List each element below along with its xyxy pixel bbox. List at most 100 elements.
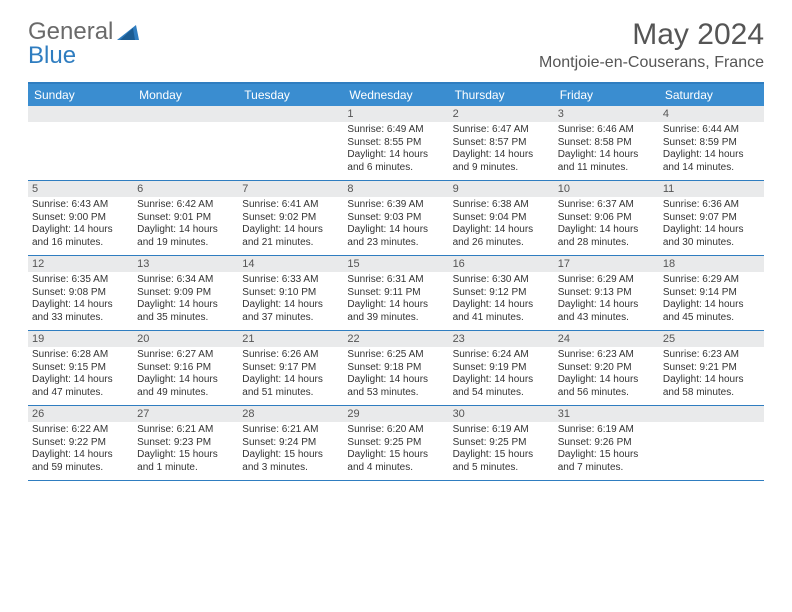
- sunset-text: Sunset: 9:10 PM: [242, 287, 339, 300]
- day-details: Sunrise: 6:38 AMSunset: 9:04 PMDaylight:…: [449, 197, 554, 255]
- day-details: Sunrise: 6:35 AMSunset: 9:08 PMDaylight:…: [28, 272, 133, 330]
- day-details: Sunrise: 6:44 AMSunset: 8:59 PMDaylight:…: [659, 122, 764, 180]
- daylight-text: Daylight: 14 hours and 56 minutes.: [558, 374, 655, 399]
- day-header: Tuesday: [238, 84, 343, 106]
- sunrise-text: Sunrise: 6:25 AM: [347, 349, 444, 362]
- day-details: Sunrise: 6:23 AMSunset: 9:20 PMDaylight:…: [554, 347, 659, 405]
- sunrise-text: Sunrise: 6:21 AM: [242, 424, 339, 437]
- sunrise-text: Sunrise: 6:46 AM: [558, 124, 655, 137]
- daylight-text: Daylight: 14 hours and 6 minutes.: [347, 149, 444, 174]
- day-cell: 13Sunrise: 6:34 AMSunset: 9:09 PMDayligh…: [133, 256, 238, 330]
- sunrise-text: Sunrise: 6:44 AM: [663, 124, 760, 137]
- sunrise-text: Sunrise: 6:28 AM: [32, 349, 129, 362]
- day-number: 3: [554, 106, 659, 122]
- day-cell: 17Sunrise: 6:29 AMSunset: 9:13 PMDayligh…: [554, 256, 659, 330]
- daylight-text: Daylight: 15 hours and 4 minutes.: [347, 449, 444, 474]
- day-number: 6: [133, 181, 238, 197]
- day-cell: 11 Sunrise: 6:36 AMSunset: 9:07 PMDayligh…: [659, 181, 764, 255]
- day-details: Sunrise: 6:30 AMSunset: 9:12 PMDaylight:…: [449, 272, 554, 330]
- month-title: May 2024: [539, 18, 764, 52]
- sunrise-text: Sunrise: 6:47 AM: [453, 124, 550, 137]
- sunset-text: Sunset: 9:04 PM: [453, 212, 550, 225]
- sunset-text: Sunset: 9:09 PM: [137, 287, 234, 300]
- sunset-text: Sunset: 9:01 PM: [137, 212, 234, 225]
- sunset-text: Sunset: 9:07 PM: [663, 212, 760, 225]
- day-cell: 25Sunrise: 6:23 AMSunset: 9:21 PMDayligh…: [659, 331, 764, 405]
- day-cell: 29Sunrise: 6:20 AMSunset: 9:25 PMDayligh…: [343, 406, 448, 480]
- location: Montjoie-en-Couserans, France: [539, 54, 764, 72]
- daylight-text: Daylight: 15 hours and 5 minutes.: [453, 449, 550, 474]
- day-details: Sunrise: 6:29 AMSunset: 9:13 PMDaylight:…: [554, 272, 659, 330]
- week-row: 26Sunrise: 6:22 AMSunset: 9:22 PMDayligh…: [28, 406, 764, 481]
- daylight-text: Daylight: 15 hours and 7 minutes.: [558, 449, 655, 474]
- daylight-text: Daylight: 14 hours and 30 minutes.: [663, 224, 760, 249]
- title-block: May 2024 Montjoie-en-Couserans, France: [539, 18, 764, 72]
- daylight-text: Daylight: 14 hours and 37 minutes.: [242, 299, 339, 324]
- day-number: 17: [554, 256, 659, 272]
- day-cell: 8Sunrise: 6:39 AMSunset: 9:03 PMDaylight…: [343, 181, 448, 255]
- day-cell: 28Sunrise: 6:21 AMSunset: 9:24 PMDayligh…: [238, 406, 343, 480]
- daylight-text: Daylight: 15 hours and 1 minute.: [137, 449, 234, 474]
- week-row: 1Sunrise: 6:49 AMSunset: 8:55 PMDaylight…: [28, 106, 764, 181]
- sunrise-text: Sunrise: 6:43 AM: [32, 199, 129, 212]
- day-details: Sunrise: 6:19 AMSunset: 9:25 PMDaylight:…: [449, 422, 554, 480]
- day-cell: 30Sunrise: 6:19 AMSunset: 9:25 PMDayligh…: [449, 406, 554, 480]
- sunset-text: Sunset: 9:19 PM: [453, 362, 550, 375]
- daylight-text: Daylight: 14 hours and 16 minutes.: [32, 224, 129, 249]
- daylight-text: Daylight: 14 hours and 33 minutes.: [32, 299, 129, 324]
- day-cell: 10Sunrise: 6:37 AMSunset: 9:06 PMDayligh…: [554, 181, 659, 255]
- day-cell: 14Sunrise: 6:33 AMSunset: 9:10 PMDayligh…: [238, 256, 343, 330]
- day-number: 5: [28, 181, 133, 197]
- day-number: 11: [659, 181, 764, 197]
- day-cell: 27Sunrise: 6:21 AMSunset: 9:23 PMDayligh…: [133, 406, 238, 480]
- sunrise-text: Sunrise: 6:29 AM: [663, 274, 760, 287]
- day-details: Sunrise: 6:31 AMSunset: 9:11 PMDaylight:…: [343, 272, 448, 330]
- sunrise-text: Sunrise: 6:30 AM: [453, 274, 550, 287]
- day-number: 29: [343, 406, 448, 422]
- day-number: 21: [238, 331, 343, 347]
- day-details: Sunrise: 6:19 AMSunset: 9:26 PMDaylight:…: [554, 422, 659, 480]
- day-details: Sunrise: 6:42 AMSunset: 9:01 PMDaylight:…: [133, 197, 238, 255]
- day-cell: 7Sunrise: 6:41 AMSunset: 9:02 PMDaylight…: [238, 181, 343, 255]
- daylight-text: Daylight: 15 hours and 3 minutes.: [242, 449, 339, 474]
- day-cell: 22Sunrise: 6:25 AMSunset: 9:18 PMDayligh…: [343, 331, 448, 405]
- sunrise-text: Sunrise: 6:35 AM: [32, 274, 129, 287]
- sunrise-text: Sunrise: 6:38 AM: [453, 199, 550, 212]
- day-details: Sunrise: 6:39 AMSunset: 9:03 PMDaylight:…: [343, 197, 448, 255]
- sunrise-text: Sunrise: 6:27 AM: [137, 349, 234, 362]
- sunset-text: Sunset: 9:22 PM: [32, 437, 129, 450]
- day-details: Sunrise: 6:24 AMSunset: 9:19 PMDaylight:…: [449, 347, 554, 405]
- day-details: Sunrise: 6:37 AMSunset: 9:06 PMDaylight:…: [554, 197, 659, 255]
- day-number: 25: [659, 331, 764, 347]
- daylight-text: Daylight: 14 hours and 11 minutes.: [558, 149, 655, 174]
- sunrise-text: Sunrise: 6:34 AM: [137, 274, 234, 287]
- day-details: Sunrise: 6:20 AMSunset: 9:25 PMDaylight:…: [343, 422, 448, 480]
- day-cell: [659, 406, 764, 480]
- day-header: Monday: [133, 84, 238, 106]
- day-cell: 5Sunrise: 6:43 AMSunset: 9:00 PMDaylight…: [28, 181, 133, 255]
- day-details: Sunrise: 6:21 AMSunset: 9:23 PMDaylight:…: [133, 422, 238, 480]
- day-cell: 16Sunrise: 6:30 AMSunset: 9:12 PMDayligh…: [449, 256, 554, 330]
- sunset-text: Sunset: 9:18 PM: [347, 362, 444, 375]
- sunset-text: Sunset: 9:14 PM: [663, 287, 760, 300]
- day-number: 14: [238, 256, 343, 272]
- sunset-text: Sunset: 9:25 PM: [453, 437, 550, 450]
- sunset-text: Sunset: 9:26 PM: [558, 437, 655, 450]
- day-number: 27: [133, 406, 238, 422]
- day-details: Sunrise: 6:25 AMSunset: 9:18 PMDaylight:…: [343, 347, 448, 405]
- day-cell: 24Sunrise: 6:23 AMSunset: 9:20 PMDayligh…: [554, 331, 659, 405]
- day-number: 15: [343, 256, 448, 272]
- day-cell: 20Sunrise: 6:27 AMSunset: 9:16 PMDayligh…: [133, 331, 238, 405]
- day-details: Sunrise: 6:23 AMSunset: 9:21 PMDaylight:…: [659, 347, 764, 405]
- day-number: 26: [28, 406, 133, 422]
- day-number: 2: [449, 106, 554, 122]
- sunrise-text: Sunrise: 6:36 AM: [663, 199, 760, 212]
- day-number: 13: [133, 256, 238, 272]
- day-number: 23: [449, 331, 554, 347]
- day-cell: 26Sunrise: 6:22 AMSunset: 9:22 PMDayligh…: [28, 406, 133, 480]
- sunset-text: Sunset: 9:21 PM: [663, 362, 760, 375]
- sunrise-text: Sunrise: 6:21 AM: [137, 424, 234, 437]
- sunrise-text: Sunrise: 6:29 AM: [558, 274, 655, 287]
- day-details: Sunrise: 6:43 AMSunset: 9:00 PMDaylight:…: [28, 197, 133, 255]
- day-number: [133, 106, 238, 122]
